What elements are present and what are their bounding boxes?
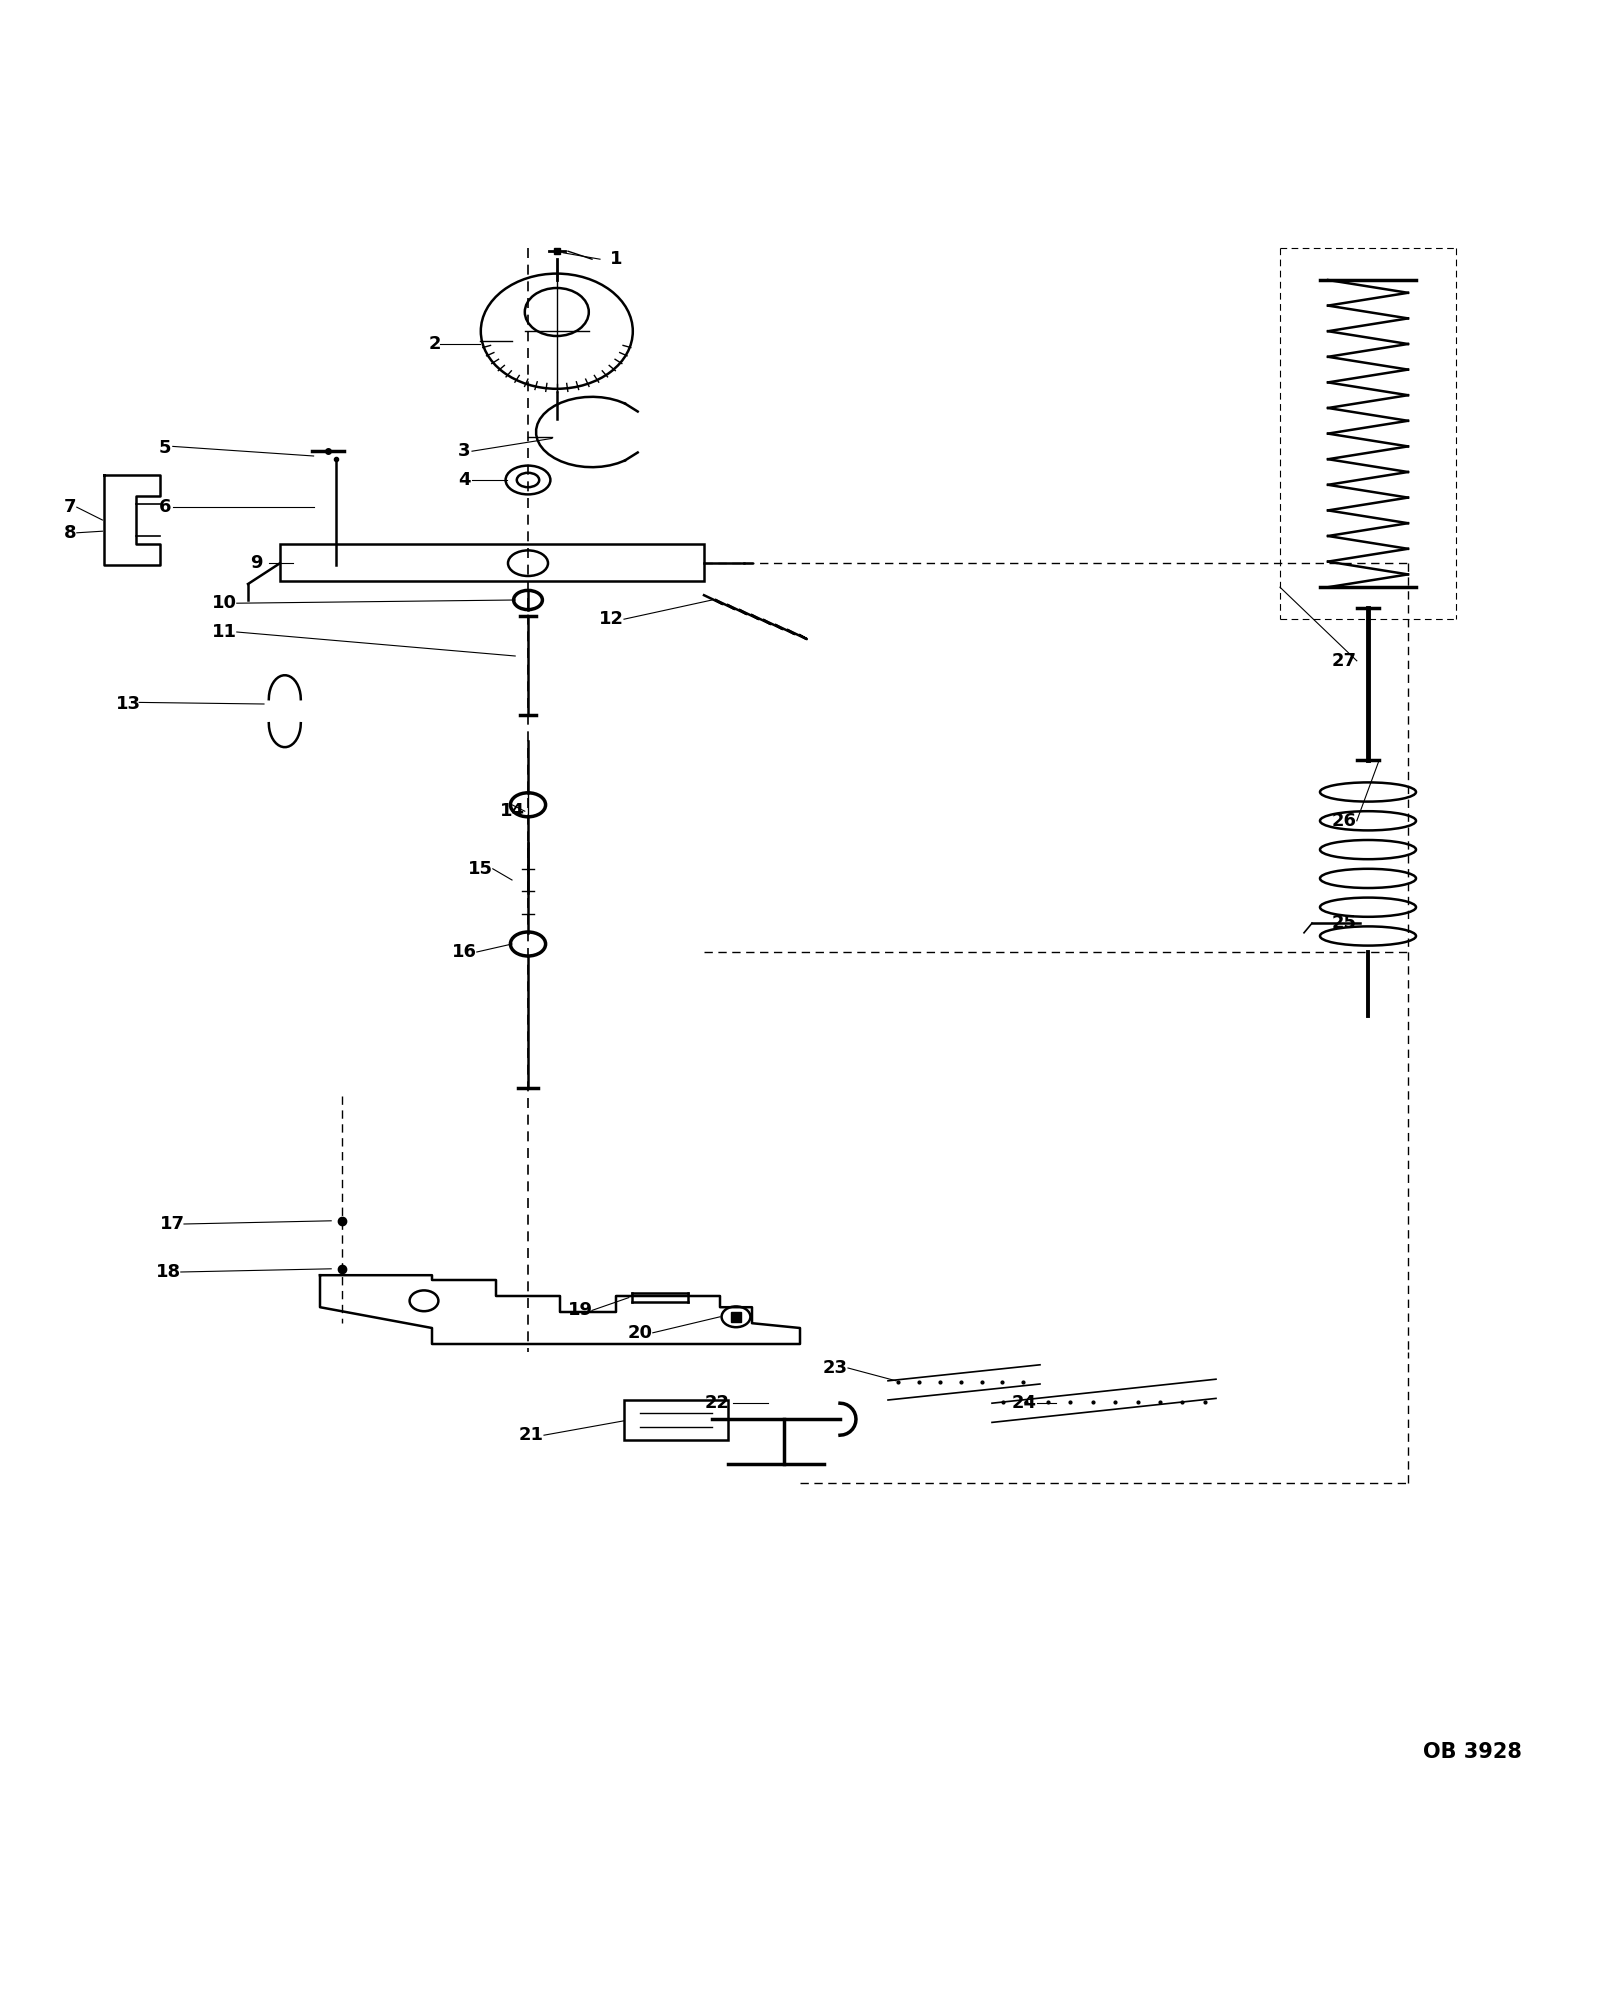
Text: 22: 22 [704,1394,730,1412]
Text: 8: 8 [64,524,77,542]
Text: 4: 4 [458,470,470,488]
Text: 13: 13 [115,696,141,714]
Text: 11: 11 [211,624,237,640]
Text: 1: 1 [610,250,622,268]
Text: 27: 27 [1331,652,1357,670]
Text: 14: 14 [499,802,525,820]
Text: 15: 15 [467,860,493,878]
Text: 9: 9 [250,554,262,572]
Text: 20: 20 [627,1324,653,1342]
Text: 23: 23 [822,1360,848,1376]
Text: 5: 5 [158,440,171,458]
Text: 24: 24 [1011,1394,1037,1412]
Text: 6: 6 [158,498,171,516]
Text: 10: 10 [211,594,237,612]
Text: 12: 12 [598,610,624,628]
Text: 3: 3 [458,442,470,460]
Text: 25: 25 [1331,914,1357,932]
Text: 7: 7 [64,498,77,516]
Text: 2: 2 [429,334,442,352]
Text: 26: 26 [1331,812,1357,830]
Text: 17: 17 [160,1214,186,1232]
Text: 18: 18 [155,1264,181,1282]
Text: OB 3928: OB 3928 [1422,1742,1522,1762]
Text: 19: 19 [568,1302,594,1320]
Text: 21: 21 [518,1426,544,1444]
Text: 16: 16 [451,944,477,962]
